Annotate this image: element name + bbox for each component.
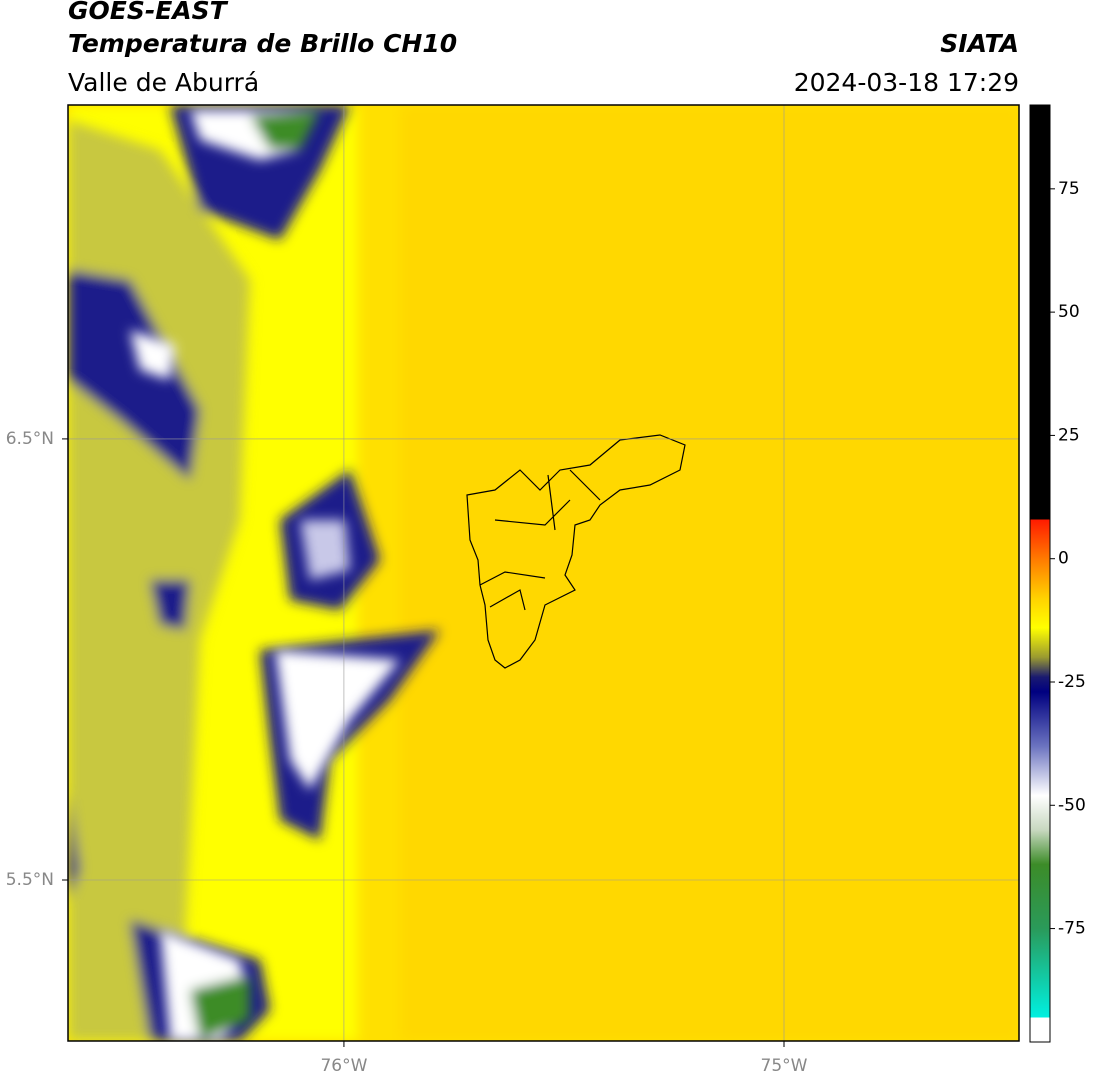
map-frame (67, 104, 1020, 1042)
x-tick-label: 75°W (761, 1056, 808, 1076)
colorbar-tick-label: -50 (1058, 795, 1086, 815)
title: GOES-EAST (68, 0, 229, 25)
colorbar-tick-label: 25 (1058, 425, 1080, 445)
colorbar (1029, 104, 1051, 1043)
timestamp: 2024-03-18 17:29 (794, 68, 1019, 97)
source: SIATA (940, 29, 1019, 58)
x-tick-label: 76°W (320, 1056, 367, 1076)
colorbar-tick-label: 50 (1058, 302, 1080, 322)
valley-boundary (466, 434, 686, 669)
colorbar-tick-label: 75 (1058, 179, 1080, 199)
region: Valle de Aburrá (68, 68, 259, 97)
y-tick-label: 6.5°N (6, 429, 54, 449)
y-tick-label: 5.5°N (6, 870, 54, 890)
subtitle: Temperatura de Brillo CH10 (68, 29, 457, 58)
satellite-image (68, 105, 1019, 1041)
colorbar-tick-label: -25 (1058, 672, 1086, 692)
colorbar-tick-label: 0 (1058, 549, 1069, 569)
colorbar-tick-label: -75 (1058, 919, 1086, 939)
